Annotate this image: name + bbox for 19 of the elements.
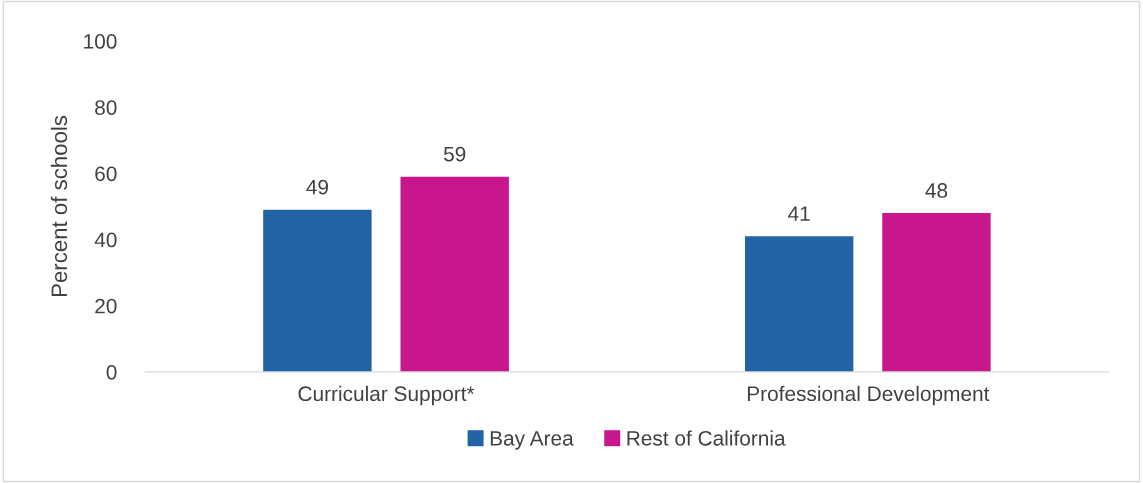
bar [263,209,372,372]
x-tick-label: Professional Development [747,385,990,406]
bar [400,176,509,372]
y-tick-label: 100 [84,34,117,49]
y-tick-label: 20 [95,298,117,314]
data-label: 48 [925,183,948,198]
y-tick-label: 60 [95,166,117,182]
y-axis-title: Percent of schools [50,115,68,297]
bar [744,236,854,372]
x-tick-label: Curricular Support* [298,385,475,406]
y-tick-label: 40 [94,232,117,248]
bar [882,213,991,372]
data-label: 49 [306,179,328,195]
data-label: 41 [788,206,810,221]
data-label: 59 [443,146,466,162]
y-tick-label: 0 [106,364,117,380]
legend-label: Bay Area [490,431,574,450]
y-tick-label: 80 [95,100,117,115]
legend-label: Rest of California [627,430,786,446]
